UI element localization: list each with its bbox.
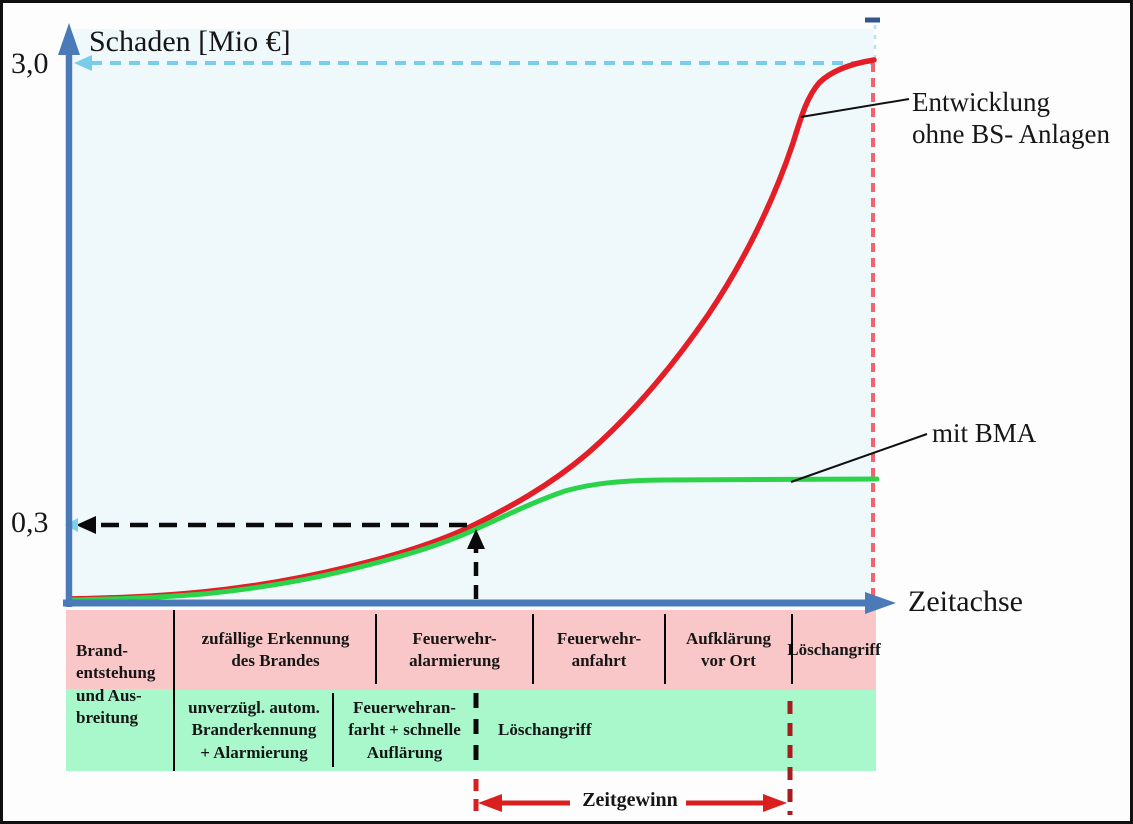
- time-gain-label: Zeitgewinn: [582, 789, 678, 811]
- band-divider: [531, 614, 534, 684]
- y-axis-arrowhead-icon: [58, 23, 80, 55]
- plot-background: [73, 29, 874, 603]
- time-gain-left-arrowhead-icon: [478, 794, 502, 812]
- band-divider: [374, 614, 377, 684]
- green-curve-mit-bma: [66, 476, 880, 603]
- band-without-bma-background: [175, 610, 876, 690]
- y-tick-0-3: 0,3: [11, 506, 49, 539]
- phase-cell-brandentstehung: Brand- entstehung und Aus- breitung: [66, 610, 175, 771]
- annotation-line1: Entwicklung: [912, 87, 1050, 117]
- x-axis-title: Zeitachse: [908, 585, 1023, 618]
- band-divider: [663, 614, 666, 684]
- red-callout-line: [800, 98, 910, 118]
- phase-cell-loeschangriff-bma: Löschangriff: [498, 720, 592, 740]
- up-arrowhead-icon: [467, 529, 485, 549]
- band-divider: [790, 614, 793, 684]
- annotation-ohne-bs-anlagen: Entwicklung ohne BS- Anlagen: [912, 87, 1110, 151]
- phase-cell-feuerwehr-anfahrt: Feuerwehr- anfahrt: [556, 628, 642, 670]
- phase-cell-feuerwehr-alarmierung: Feuerwehr- alarmierung: [409, 628, 500, 670]
- red-curve-ohne-bs-anlagen: [66, 57, 877, 602]
- phase-cell-loeschangriff-pink: Löschangriff: [787, 639, 881, 659]
- phase-cell-zufaellige-erkennung: zufällige Erkennung des Brandes: [201, 628, 350, 670]
- y-tick-3-0: 3,0: [11, 47, 49, 80]
- phase-cell-branderkennung-bma: unverzügl. autom. Branderkennung + Alarm…: [188, 698, 320, 762]
- green-callout-line: [790, 433, 928, 483]
- band-divider: [331, 693, 334, 767]
- left-arrowhead-icon: [76, 516, 96, 534]
- annotation-line2: ohne BS- Anlagen: [912, 118, 1110, 149]
- annotation-mit-bma: mit BMA: [932, 418, 1037, 448]
- phase-cell-aufklaerung-vor-ort: Aufklärung vor Ort: [685, 628, 772, 670]
- phase-cell-anfahrt-bma: Feuerwehran- farht + schnelle Auflärung: [348, 698, 461, 762]
- time-gain-right-arrowhead-icon: [763, 794, 787, 812]
- cyan-tick-0-3: [65, 518, 78, 532]
- y-axis-title: Schaden [Mio €]: [89, 25, 291, 58]
- band-with-bma-background: [175, 690, 876, 771]
